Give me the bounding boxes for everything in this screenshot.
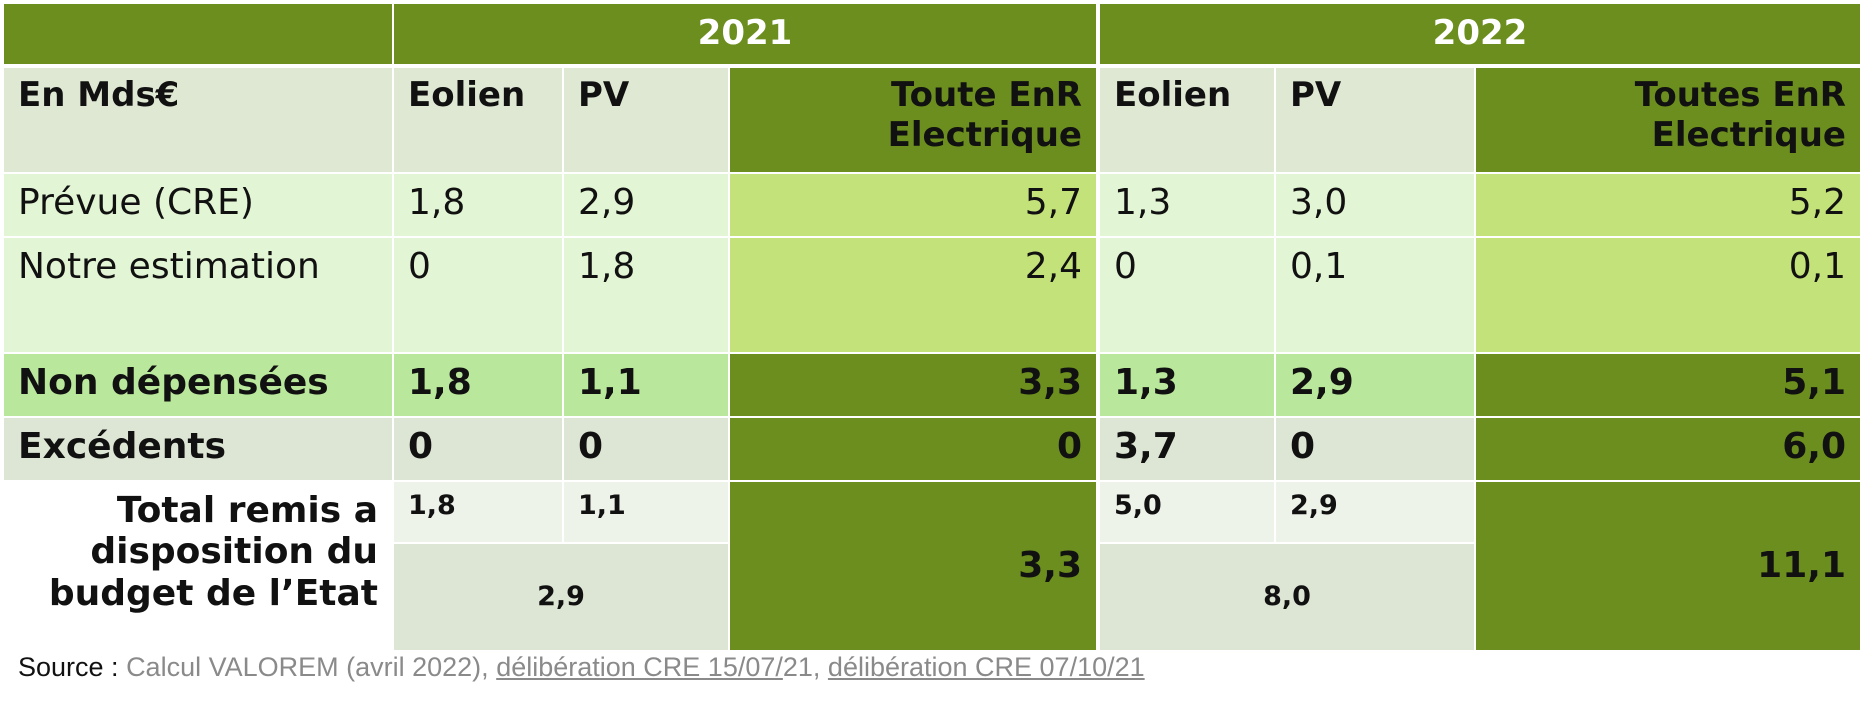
cell-total-pv-2022: 2,9	[1276, 482, 1474, 542]
cell-total-eolien-2021: 1,8	[394, 482, 562, 542]
cell-estimation-total-2021: 2,4	[730, 238, 1096, 352]
source-link-cre-2[interactable]: délibération CRE 07/10/21	[827, 652, 1145, 682]
cell-prevue-total-2021: 5,7	[730, 174, 1096, 236]
row-label-prevue: Prévue (CRE)	[4, 174, 392, 236]
row-label-non-depensees: Non dépensées	[4, 354, 392, 416]
cell-nondep-pv-2022: 2,9	[1276, 354, 1474, 416]
cell-prevue-pv-2022: 3,0	[1276, 174, 1474, 236]
source-text-year: 21,	[782, 652, 828, 682]
cell-estimation-eolien-2021: 0	[394, 238, 562, 352]
col-header-eolien-2022: Eolien	[1100, 68, 1274, 172]
cell-prevue-eolien-2021: 1,8	[394, 174, 562, 236]
cell-estimation-pv-2022: 0,1	[1276, 238, 1474, 352]
header-corner	[4, 4, 392, 64]
row-label-estimation: Notre estimation	[4, 238, 392, 352]
cell-nondep-total-2022: 5,1	[1476, 354, 1860, 416]
source-link-cre-1[interactable]: délibération CRE 15/07/	[496, 652, 783, 682]
col-header-pv-2021: PV	[564, 68, 728, 172]
cell-excedents-pv-2022: 0	[1276, 418, 1474, 480]
col-header-eolien-2021: Eolien	[394, 68, 562, 172]
cell-estimation-eolien-2022: 0	[1100, 238, 1274, 352]
source-label: Source :	[18, 652, 127, 682]
cell-excedents-total-2021: 0	[730, 418, 1096, 480]
col-header-total-2022: Toutes EnR Electrique	[1476, 68, 1860, 172]
year-header-2021: 2021	[394, 4, 1096, 64]
data-table: 2021 2022 En Mds€ Eolien PV Toute EnR El…	[4, 4, 1860, 650]
cell-total-total-2022: 11,1	[1476, 482, 1860, 650]
cell-excedents-total-2022: 6,0	[1476, 418, 1860, 480]
cell-total-combined-2021: 2,9	[394, 544, 728, 650]
col-header-total-2021: Toute EnR Electrique	[730, 68, 1096, 172]
cell-total-pv-2021: 1,1	[564, 482, 728, 542]
cell-total-total-2021: 3,3	[730, 482, 1096, 650]
cell-excedents-eolien-2021: 0	[394, 418, 562, 480]
cell-prevue-pv-2021: 2,9	[564, 174, 728, 236]
col-header-pv-2022: PV	[1276, 68, 1474, 172]
source-text-valorem: Calcul VALOREM (avril 2022),	[126, 652, 497, 682]
row-label-total: Total remis a disposition du budget de l…	[4, 482, 392, 650]
source-note: Source : Calcul VALOREM (avril 2022), dé…	[18, 652, 1145, 683]
cell-prevue-eolien-2022: 1,3	[1100, 174, 1274, 236]
cell-nondep-pv-2021: 1,1	[564, 354, 728, 416]
row-label-excedents: Excédents	[4, 418, 392, 480]
cell-nondep-total-2021: 3,3	[730, 354, 1096, 416]
cell-total-combined-2022: 8,0	[1100, 544, 1474, 650]
cell-total-eolien-2022: 5,0	[1100, 482, 1274, 542]
row-label-header: En Mds€	[4, 68, 392, 172]
cell-excedents-eolien-2022: 3,7	[1100, 418, 1274, 480]
cell-nondep-eolien-2021: 1,8	[394, 354, 562, 416]
cell-nondep-eolien-2022: 1,3	[1100, 354, 1274, 416]
year-header-2022: 2022	[1100, 4, 1860, 64]
cell-estimation-pv-2021: 1,8	[564, 238, 728, 352]
cell-excedents-pv-2021: 0	[564, 418, 728, 480]
cell-prevue-total-2022: 5,2	[1476, 174, 1860, 236]
cell-estimation-total-2022: 0,1	[1476, 238, 1860, 352]
